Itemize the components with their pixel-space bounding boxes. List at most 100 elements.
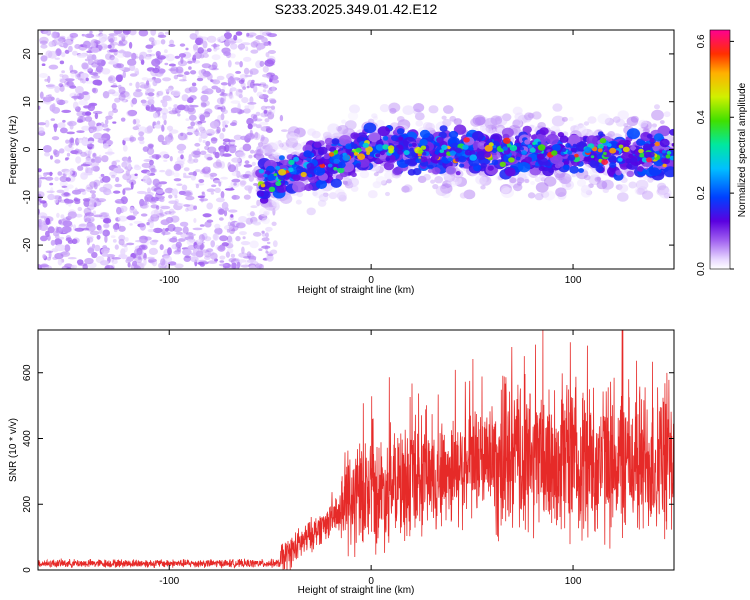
track-blob bbox=[654, 104, 660, 110]
track-blob bbox=[574, 153, 579, 158]
track-blob bbox=[323, 153, 330, 160]
noise-blob bbox=[245, 46, 249, 51]
noise-blob bbox=[153, 227, 163, 234]
track-blob bbox=[397, 149, 404, 155]
noise-blob bbox=[198, 179, 205, 183]
noise-blob bbox=[197, 195, 205, 199]
noise-blob bbox=[262, 89, 267, 93]
noise-blob bbox=[197, 120, 203, 125]
track-blob bbox=[445, 165, 457, 175]
snr-x-ticks: -100 0 100 bbox=[159, 330, 582, 587]
noise-blob bbox=[240, 241, 251, 246]
noise-blob bbox=[94, 112, 99, 120]
noise-blob bbox=[101, 68, 111, 75]
noise-blob bbox=[238, 79, 245, 85]
track-blob bbox=[367, 190, 378, 199]
colorbar-label: Normalized spectral amplitude bbox=[737, 82, 748, 217]
noise-blob bbox=[97, 125, 103, 131]
noise-blob bbox=[265, 126, 271, 130]
noise-blob bbox=[210, 137, 218, 142]
noise-blob bbox=[184, 87, 192, 94]
noise-blob bbox=[87, 140, 94, 144]
track-blob bbox=[342, 154, 351, 161]
noise-blob bbox=[48, 41, 55, 48]
track-blob bbox=[601, 159, 608, 166]
noise-blob bbox=[267, 111, 275, 120]
noise-blob bbox=[95, 80, 103, 86]
track-blob bbox=[626, 170, 635, 178]
noise-blob bbox=[109, 171, 117, 177]
track-blob bbox=[355, 163, 361, 168]
noise-blob bbox=[84, 217, 92, 223]
noise-blob bbox=[211, 54, 221, 61]
noise-blob bbox=[212, 161, 223, 169]
track-blob bbox=[289, 132, 295, 137]
noise-blob bbox=[207, 260, 218, 264]
noise-blob bbox=[189, 104, 199, 108]
noise-blob bbox=[212, 233, 219, 241]
noise-blob bbox=[164, 139, 171, 145]
noise-blob bbox=[134, 67, 139, 76]
track-blob bbox=[506, 143, 512, 148]
track-blob bbox=[375, 144, 384, 151]
noise-blob bbox=[94, 68, 102, 75]
noise-blob bbox=[181, 184, 188, 191]
noise-blob bbox=[67, 257, 77, 260]
noise-blob bbox=[227, 60, 232, 68]
noise-blob bbox=[82, 40, 91, 49]
noise-blob bbox=[177, 132, 188, 141]
noise-blob bbox=[122, 71, 127, 79]
track-blob bbox=[546, 133, 559, 145]
noise-blob bbox=[150, 196, 159, 202]
track-blob bbox=[527, 144, 533, 149]
noise-blob bbox=[261, 237, 270, 242]
noise-blob bbox=[62, 100, 69, 104]
noise-blob bbox=[168, 44, 176, 47]
noise-blob bbox=[96, 224, 102, 231]
track-blob bbox=[273, 173, 278, 177]
noise-blob bbox=[122, 173, 132, 181]
noise-blob bbox=[219, 161, 225, 169]
track-blob bbox=[589, 159, 600, 169]
track-blob bbox=[509, 145, 518, 152]
snr-x-label: Height of straight line (km) bbox=[298, 585, 415, 596]
noise-blob bbox=[112, 239, 117, 243]
noise-blob bbox=[121, 98, 126, 103]
noise-blob bbox=[173, 172, 180, 178]
track-blob bbox=[521, 150, 527, 156]
track-blob bbox=[375, 153, 381, 158]
noise-blob bbox=[142, 175, 151, 184]
noise-blob bbox=[133, 165, 142, 171]
noise-blob bbox=[44, 152, 50, 157]
noise-blob bbox=[118, 254, 125, 259]
noise-blob bbox=[88, 120, 96, 128]
track-blob bbox=[442, 118, 452, 127]
track-blob bbox=[278, 155, 285, 161]
noise-blob bbox=[227, 221, 232, 227]
noise-blob bbox=[164, 31, 170, 35]
noise-blob bbox=[133, 90, 143, 98]
track-blob bbox=[441, 144, 448, 150]
noise-blob bbox=[193, 218, 197, 223]
noise-blob bbox=[121, 243, 128, 247]
noise-blob bbox=[161, 231, 171, 235]
track-blob bbox=[385, 191, 390, 197]
noise-blob bbox=[147, 143, 154, 149]
noise-blob bbox=[93, 214, 103, 218]
noise-blob bbox=[150, 214, 160, 222]
noise-blob bbox=[140, 213, 148, 217]
track-blob bbox=[348, 151, 354, 156]
noise-blob bbox=[64, 244, 71, 252]
track-blob bbox=[639, 152, 646, 158]
noise-blob bbox=[236, 170, 241, 178]
noise-blob bbox=[178, 238, 186, 242]
noise-blob bbox=[161, 196, 165, 199]
noise-blob bbox=[186, 97, 194, 104]
noise-blob bbox=[190, 256, 199, 263]
noise-blob bbox=[240, 264, 250, 268]
noise-blob bbox=[173, 163, 182, 171]
noise-blob bbox=[64, 144, 74, 152]
noise-blob bbox=[255, 111, 261, 116]
track-blob bbox=[649, 138, 655, 143]
